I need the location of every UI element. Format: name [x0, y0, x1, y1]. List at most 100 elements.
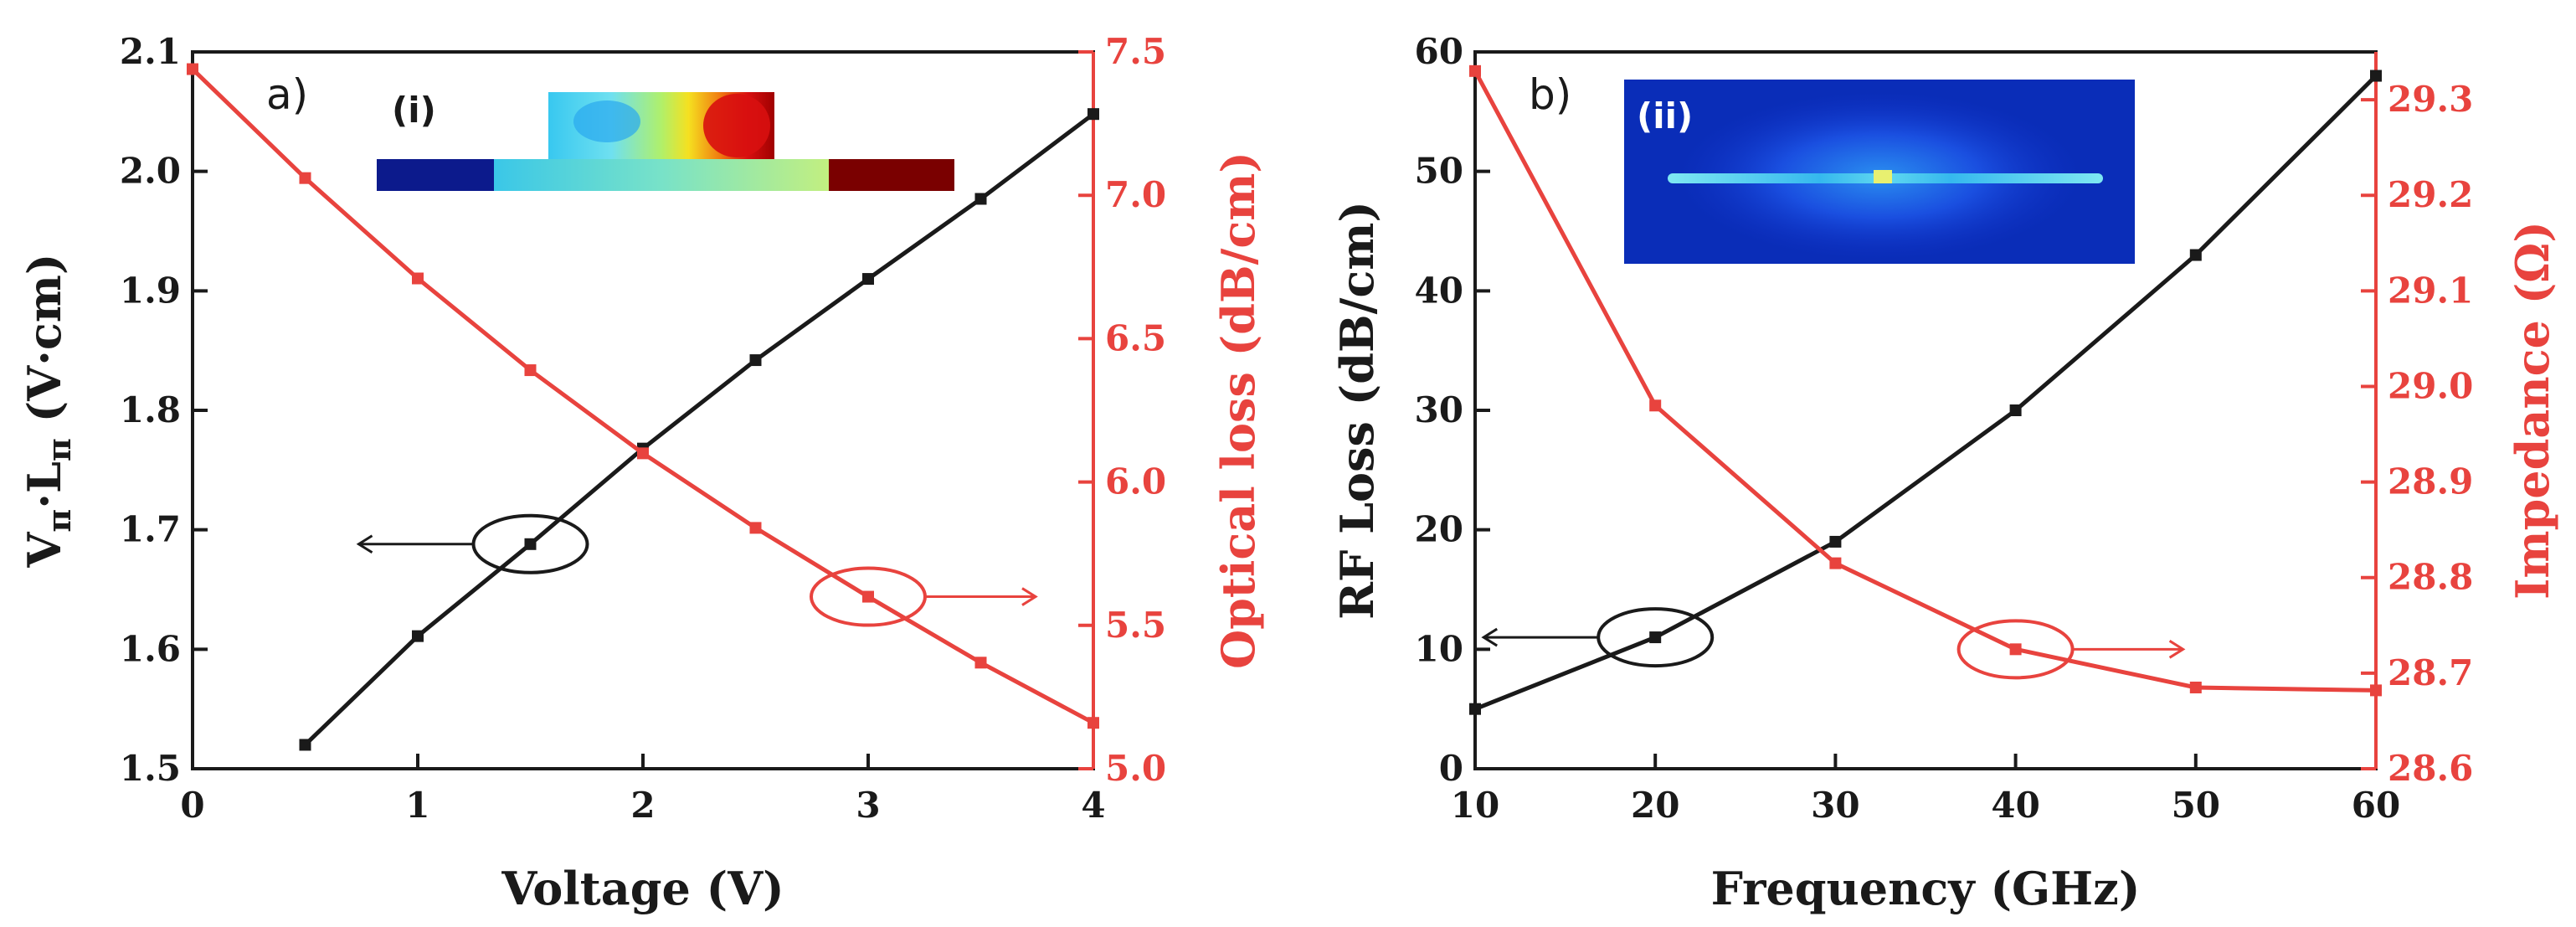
- panel-b-y2-tick-label: 28.8: [2388, 557, 2473, 598]
- panel-b-y-axis-title: RF Loss (dB/cm): [1330, 201, 1384, 620]
- y-title-unit: (V·cm): [18, 254, 71, 439]
- panel-b-inset-label: (ii): [1637, 95, 1693, 136]
- panel-b-black-point: [2370, 70, 2382, 82]
- panel-a-black-series-line: [303, 112, 1095, 747]
- panel-a-y-tick-label: 1.7: [120, 509, 181, 550]
- panel-b-annotations: [1481, 607, 2186, 680]
- panel-b-y-ticks: 0 10 20 30 40 50 60: [1415, 31, 1490, 789]
- panel-b-black-point: [1469, 703, 1481, 715]
- panel-b-y2-tick-label: 28.9: [2388, 461, 2473, 502]
- panel-a-y-tick-label: 1.6: [120, 628, 181, 669]
- panel-b-y-tick-label: 40: [1415, 270, 1463, 311]
- panel-b-red-point: [2009, 643, 2022, 656]
- y-title-sub2: π: [40, 438, 78, 461]
- panel-a-black-point: [974, 193, 987, 205]
- panel-b-y2-tick-label: 28.6: [2388, 748, 2473, 789]
- panel-b-x-tick-label: 10: [1451, 785, 1499, 826]
- panel-a-x-tick-label: 2: [630, 785, 655, 826]
- panel-a-y-tick-label: 2.0: [120, 151, 181, 192]
- panel-b-y-tick-label: 0: [1439, 748, 1463, 789]
- panel-a-label: a): [266, 70, 308, 119]
- panel-a-red-point: [187, 63, 198, 75]
- y-title-dot: ·: [18, 493, 71, 509]
- panel-b-red-series-line: [1473, 70, 2377, 693]
- panel-b-y2-tick-label: 28.7: [2388, 652, 2473, 693]
- y-title-v: V: [18, 531, 71, 568]
- panel-b-y-tick-label: 10: [1415, 628, 1463, 669]
- panel-a-black-arrow-head: [356, 534, 373, 554]
- panel-b-y-tick-label: 60: [1415, 31, 1463, 72]
- panel-b-y2-tick-label: 29.3: [2388, 79, 2473, 120]
- panel-a-red-point: [412, 272, 424, 285]
- panel-a-x-tick-label: 4: [1081, 785, 1105, 826]
- panel-b-y2-axis-title: Impedance (Ω): [2506, 221, 2559, 600]
- panel-b-black-arrow-head: [1481, 627, 1498, 647]
- panel-a-y2-axis-title: Optical loss (dB/cm): [1211, 152, 1265, 669]
- panel-a-x-axis-title: Voltage (V): [501, 862, 784, 915]
- panel-a-series: [187, 63, 1099, 751]
- panel-b-x-tick-label: 40: [1991, 785, 2039, 826]
- panel-b-y-tick-label: 20: [1415, 509, 1463, 550]
- panel-b-black-point: [2009, 404, 2022, 416]
- panel-a-black-point: [862, 273, 874, 286]
- panel-b-series: [1469, 64, 2382, 715]
- panel-a-x-ticks: 0 1 2 3 4: [180, 754, 1106, 826]
- panel-a-y2-tick-label: 5.0: [1105, 748, 1166, 789]
- panel-b-black-series-line: [1474, 74, 2378, 711]
- panel-b-y2-tick-label: 29.1: [2388, 270, 2473, 311]
- panel-a-red-point: [524, 364, 537, 377]
- y-title-l: L: [18, 461, 71, 493]
- panel-b-black-point: [1829, 535, 1842, 548]
- panel-a-red-point: [749, 522, 762, 534]
- panel-b-red-arrow-head: [2168, 640, 2186, 659]
- panel-b-black-point: [2189, 249, 2202, 261]
- panel-b-x-tick-label: 20: [1631, 785, 1679, 826]
- panel-a-y-tick-label: 1.5: [120, 748, 181, 789]
- panel-a-black-point: [524, 538, 537, 550]
- panel-a-y-ticks: 1.5 1.6 1.7 1.8 1.9 2.0 2.1: [120, 31, 208, 789]
- panel-a-y2-tick-label: 6.0: [1105, 461, 1166, 502]
- panel-a-y-tick-label: 1.9: [120, 270, 181, 311]
- panel-b-y2-tick-label: 29.0: [2388, 365, 2473, 406]
- panel-a-red-point: [637, 447, 649, 460]
- panel-a-black-point: [1087, 108, 1099, 121]
- panel-a-y-tick-label: 1.8: [120, 389, 181, 430]
- panel-b-red-point: [2189, 681, 2202, 693]
- panel-a-red-point: [299, 172, 311, 184]
- panel-a-inset-label: (i): [392, 90, 436, 131]
- panel-b-y2-ticks: 28.6 28.7 28.8 28.9 29.0 29.1 29.2 29.3: [2361, 52, 2473, 789]
- panel-a-y2-tick-label: 7.0: [1105, 174, 1166, 215]
- panel-b-black-point: [1649, 631, 1662, 644]
- panel-b-x-tick-label: 30: [1811, 785, 1859, 826]
- panel-a-annotations: [356, 513, 1038, 627]
- panel-b-y-tick-label: 50: [1415, 151, 1463, 192]
- panel-b-red-point: [1829, 557, 1842, 569]
- panel-a-y-axis-title: Vπ·Lπ (V·cm): [18, 254, 78, 569]
- panel-b-x-axis-title: Frequency (GHz): [1711, 862, 2141, 915]
- panel-a-black-point: [412, 630, 424, 642]
- panel-a-x-tick-label: 3: [856, 785, 880, 826]
- panel-a-y2-tick-label: 6.5: [1105, 317, 1166, 358]
- panel-a-y2-tick-label: 5.5: [1105, 605, 1166, 646]
- panel-b-x-tick-label: 60: [2352, 785, 2400, 826]
- panel-a-black-point: [749, 354, 762, 367]
- panel-a-y2-tick-label: 7.5: [1105, 31, 1166, 72]
- panel-a-black-point: [299, 739, 311, 751]
- panel-a-y2-ticks: 5.0 5.5 6.0 6.5 7.0 7.5: [1078, 31, 1166, 789]
- panel-b-y-tick-label: 30: [1415, 389, 1463, 430]
- panel-a-red-point: [1087, 717, 1099, 729]
- panel-a-inset-image: [377, 92, 954, 191]
- panel-a-y-tick-label: 2.1: [120, 31, 181, 72]
- panel-b-x-tick-label: 50: [2172, 785, 2220, 826]
- panel-a-red-point: [974, 657, 987, 669]
- panel-b-red-point: [2370, 684, 2382, 697]
- y-title-sub1: π: [40, 509, 78, 533]
- panel-b-y2-tick-label: 29.2: [2388, 174, 2473, 215]
- panel-a-x-tick-label: 1: [405, 785, 429, 826]
- panel-b-red-point: [1649, 399, 1662, 412]
- panel-b-label: b): [1529, 70, 1571, 119]
- panel-a-red-point: [862, 590, 874, 603]
